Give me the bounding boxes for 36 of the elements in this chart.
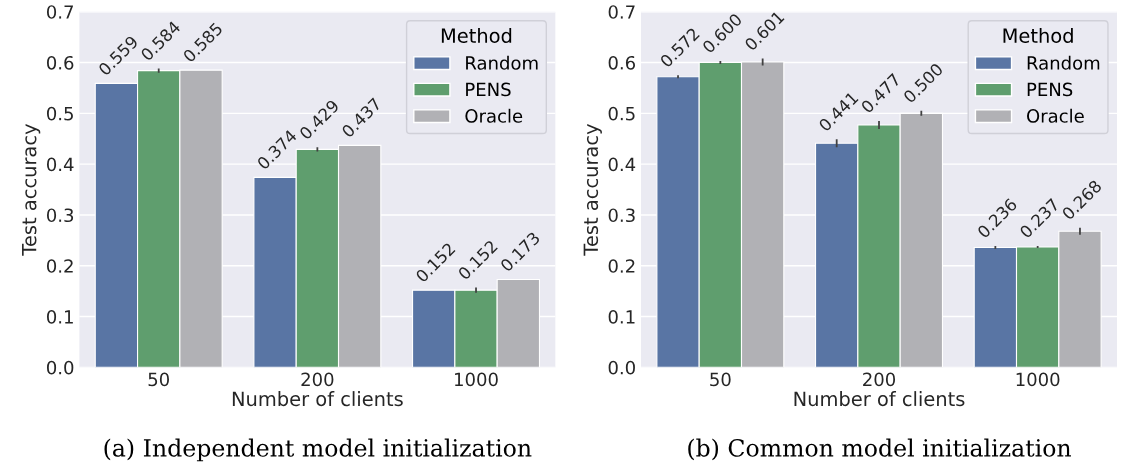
- y-tick-label: 0.1: [608, 310, 635, 324]
- legend-title: Method: [1003, 27, 1073, 43]
- y-tick-label: 0.5: [47, 106, 73, 121]
- y-axis-title: Test accuracy: [583, 124, 602, 256]
- text: (a) Independent model initialization: [104, 438, 532, 462]
- y-tick-label: 0.5: [608, 106, 635, 121]
- y-tick-label: 0.0: [608, 360, 635, 375]
- x-axis-title: Number of clients: [794, 391, 965, 407]
- legend-title: Method: [441, 27, 512, 43]
- y-tick-label: 0.3: [608, 208, 635, 223]
- y-tick-label: 0.7: [47, 5, 73, 19]
- x-axis-title: Number of clients: [232, 391, 403, 407]
- y-tick-label: 0.1: [47, 310, 73, 324]
- y-tick-label: 0.4: [608, 157, 636, 172]
- legend-label: Oracle: [465, 108, 523, 123]
- legend-label: PENS: [466, 82, 511, 97]
- y-tick-label: 0.2: [47, 259, 73, 273]
- legend-label: Oracle: [1027, 108, 1084, 123]
- legend-label: Random: [466, 55, 538, 70]
- y-tick-label: 0.6: [47, 55, 74, 70]
- legend-label: PENS: [1027, 82, 1073, 97]
- text: (b) Common model initialization: [688, 438, 1071, 461]
- y-tick-label: 0.2: [608, 259, 635, 273]
- x-tick-label: 50: [148, 372, 169, 387]
- y-tick-label: 0.3: [47, 208, 74, 223]
- x-tick-label: 1000: [1016, 372, 1060, 387]
- x-tick-label: 1000: [455, 372, 498, 387]
- legend-label: Random: [1027, 55, 1100, 70]
- y-tick-label: 0.7: [608, 5, 635, 19]
- x-tick-label: 50: [710, 372, 731, 387]
- x-tick-label: 200: [301, 372, 334, 387]
- y-axis-title: Test accuracy: [22, 124, 41, 256]
- y-tick-label: 0.4: [47, 157, 74, 172]
- x-tick-label: 200: [863, 372, 896, 387]
- y-tick-label: 0.6: [608, 55, 636, 70]
- y-tick-label: 0.0: [47, 360, 74, 375]
